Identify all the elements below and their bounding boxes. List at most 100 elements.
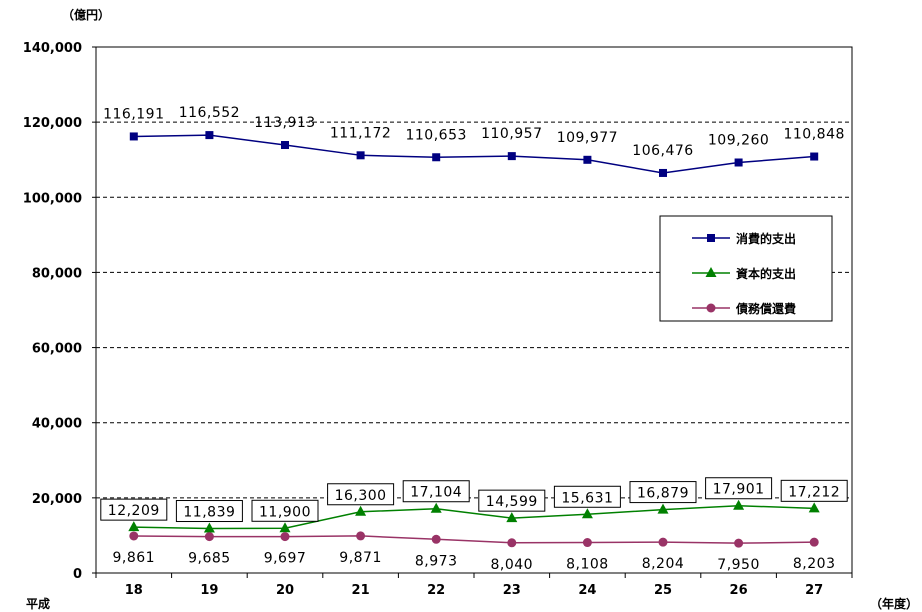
data-label: 14,599	[486, 494, 538, 510]
series-3	[129, 531, 819, 548]
data-label-box	[629, 481, 697, 504]
x-tick-label: 19	[200, 583, 218, 598]
data-label-box	[780, 479, 848, 502]
data-point	[809, 537, 819, 547]
data-point	[658, 537, 668, 547]
legend-item: 消費的支出	[692, 231, 796, 246]
series-line	[133, 504, 815, 530]
data-label: 9,871	[339, 550, 382, 566]
data-label-box	[553, 485, 621, 508]
data-point	[506, 512, 518, 523]
data-point	[810, 152, 819, 161]
data-label: 15,631	[561, 490, 613, 506]
y-tick-label: 40,000	[32, 417, 82, 432]
y-tick-label: 0	[73, 567, 82, 582]
data-label-box	[705, 477, 773, 500]
y-tick-label: 100,000	[23, 191, 82, 206]
data-point	[203, 522, 215, 533]
data-point	[355, 505, 367, 516]
y-tick-label: 120,000	[23, 116, 82, 131]
data-label: 8,973	[415, 553, 458, 569]
data-point	[507, 538, 517, 548]
data-point	[431, 534, 441, 544]
data-point	[734, 158, 743, 167]
data-label: 113,913	[254, 115, 315, 131]
data-label: 8,040	[491, 557, 534, 573]
data-point	[430, 502, 442, 513]
data-point	[583, 155, 592, 164]
data-label: 110,957	[481, 126, 542, 142]
data-label-box	[175, 500, 243, 523]
data-point	[657, 503, 669, 514]
data-label-box	[402, 480, 470, 503]
data-point	[432, 153, 441, 162]
data-label: 9,685	[188, 551, 231, 567]
legend-label: 消費的支出	[736, 231, 796, 246]
series-1	[129, 131, 819, 177]
y-tick-label: 140,000	[23, 41, 82, 56]
data-point	[281, 141, 289, 150]
data-label: 109,977	[557, 130, 618, 146]
data-label: 9,697	[264, 551, 307, 567]
x-prefix-label: 平成	[26, 596, 50, 611]
data-point	[582, 538, 592, 548]
data-point	[507, 152, 516, 161]
series-line	[133, 134, 815, 174]
data-label-box	[327, 483, 395, 506]
data-label: 16,300	[335, 488, 387, 504]
data-label-box	[100, 498, 168, 521]
x-tick-label: 22	[427, 583, 445, 598]
legend-marker	[705, 267, 717, 277]
x-tick-label: 23	[503, 583, 521, 598]
x-tick-label: 24	[578, 583, 596, 598]
data-label: 7,950	[717, 557, 760, 573]
x-tick-label: 27	[805, 583, 823, 598]
axis-layer: 0 20,000 40,000 60,000 80,000 100,000 120,000 1…	[23, 7, 918, 611]
data-label: 110,653	[405, 127, 466, 143]
data-point	[733, 499, 745, 510]
data-label: 8,108	[566, 557, 609, 573]
series-2	[128, 499, 820, 533]
data-label-box	[478, 489, 546, 512]
data-point	[581, 508, 593, 519]
y-tick-label: 80,000	[32, 266, 82, 281]
legend-marker	[706, 303, 716, 313]
y-tick-label: 20,000	[32, 492, 82, 507]
data-point	[129, 132, 138, 141]
data-point	[204, 532, 214, 542]
legend-label: 資本的支出	[736, 266, 796, 281]
data-label: 16,879	[637, 486, 689, 502]
data-label: 110,848	[783, 127, 844, 143]
series-line	[133, 535, 815, 544]
legend-marker	[707, 234, 715, 242]
data-label: 8,203	[793, 556, 836, 572]
y-unit-label: （億円）	[62, 7, 110, 22]
data-label: 8,204	[642, 556, 685, 572]
data-point	[356, 531, 366, 541]
data-point	[129, 531, 139, 541]
data-label: 116,191	[103, 106, 164, 122]
data-label: 9,861	[113, 550, 156, 566]
legend-label: 債務償還費	[735, 301, 796, 316]
x-tick-label: 18	[125, 583, 143, 598]
data-point	[808, 502, 820, 513]
legend-item: 債務償還費	[692, 301, 796, 316]
data-label: 17,104	[410, 485, 462, 501]
data-label-layer: 116,191 116,552 113,913 111,172 110,653 110,9…	[100, 105, 848, 573]
data-point	[279, 522, 291, 533]
x-tick-label: 20	[276, 583, 294, 598]
data-point	[128, 521, 140, 532]
legend-box	[659, 215, 833, 322]
data-label: 17,901	[713, 482, 765, 498]
x-tick-label: 21	[352, 583, 370, 598]
data-label-box	[251, 499, 319, 522]
data-label: 17,212	[788, 484, 840, 500]
data-point	[356, 151, 365, 160]
data-point	[734, 538, 744, 548]
data-label: 12,209	[108, 503, 160, 519]
data-label: 111,172	[330, 125, 391, 141]
data-point	[205, 131, 214, 140]
